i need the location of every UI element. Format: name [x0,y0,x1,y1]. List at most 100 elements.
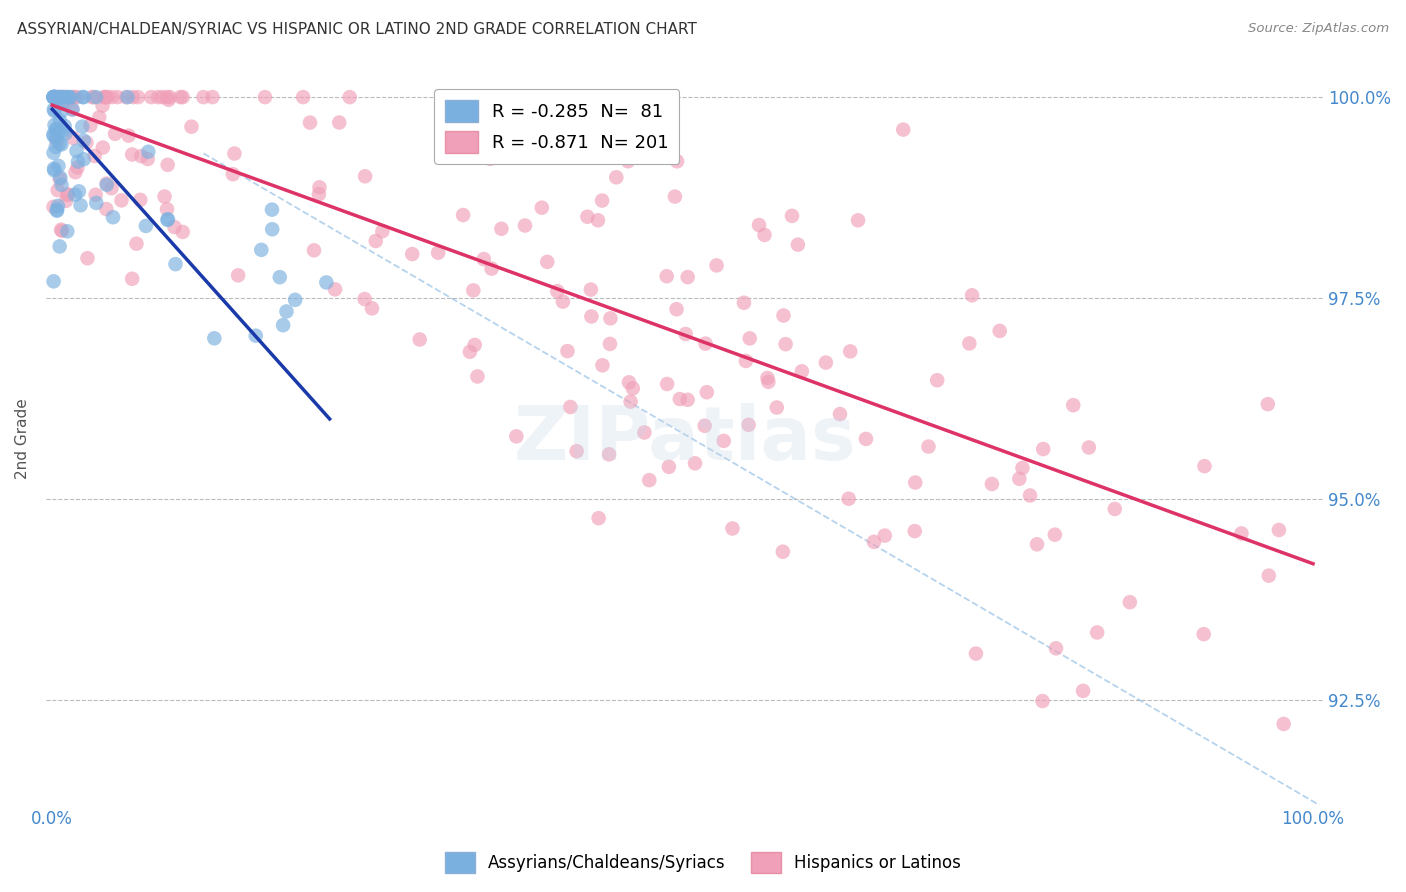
Point [655,269,678,284]
Point [546,284,568,298]
Point [756,371,779,385]
Point [96,178,118,192]
Point [42,145,65,160]
Point [72,120,94,134]
Point [713,434,735,448]
Point [129,149,152,163]
Point [1045,641,1067,656]
Point [45,90,67,104]
Point [1230,526,1253,541]
Point [245,328,267,343]
Point [48,90,70,104]
Text: ZIPatlas: ZIPatlas [513,402,856,475]
Point [458,344,481,359]
Point [55,194,77,208]
Point [828,407,851,421]
Point [576,210,599,224]
Point [551,294,574,309]
Point [42,200,65,214]
Point [72,90,94,104]
Point [141,90,163,104]
Point [56,187,79,202]
Point [696,385,718,400]
Point [51,104,73,119]
Point [863,534,886,549]
Point [224,146,246,161]
Point [91,98,114,112]
Point [121,272,143,286]
Point [620,394,643,409]
Point [786,237,808,252]
Point [354,169,377,184]
Point [772,309,794,323]
Point [48,172,70,186]
Point [56,224,79,238]
Legend: Assyrians/Chaldeans/Syriacs, Hispanics or Latinos: Assyrians/Chaldeans/Syriacs, Hispanics o… [439,846,967,880]
Point [117,128,139,143]
Point [591,359,613,373]
Point [42,274,65,288]
Point [193,90,215,104]
Point [89,111,111,125]
Point [253,90,276,104]
Point [666,154,689,169]
Point [96,90,118,104]
Point [44,90,66,104]
Point [361,301,384,316]
Point [1194,459,1216,474]
Point [472,252,495,266]
Point [960,288,983,302]
Point [156,212,179,227]
Point [1032,694,1054,708]
Point [904,475,927,490]
Text: ASSYRIAN/CHALDEAN/SYRIAC VS HISPANIC OR LATINO 2ND GRADE CORRELATION CHART: ASSYRIAN/CHALDEAN/SYRIAC VS HISPANIC OR … [17,22,697,37]
Point [135,219,157,233]
Point [260,202,283,217]
Point [1071,683,1094,698]
Point [51,90,73,104]
Point [658,459,681,474]
Point [353,292,375,306]
Point [655,376,678,391]
Point [125,236,148,251]
Point [555,117,578,131]
Point [748,218,770,232]
Point [530,201,553,215]
Point [1019,488,1042,502]
Point [560,400,582,414]
Point [42,90,65,104]
Point [55,126,77,140]
Point [48,136,70,151]
Point [371,224,394,238]
Point [42,90,65,104]
Point [676,392,699,407]
Point [42,128,65,143]
Point [683,456,706,470]
Point [638,473,661,487]
Point [44,90,66,104]
Point [63,187,86,202]
Point [76,136,98,150]
Point [579,283,602,297]
Point [93,90,115,104]
Point [780,209,803,223]
Point [1257,568,1279,582]
Point [63,90,86,104]
Point [927,373,949,387]
Point [839,344,862,359]
Point [136,152,159,166]
Legend: R = -0.285  N=  81, R = -0.871  N= 201: R = -0.285 N= 81, R = -0.871 N= 201 [434,89,679,164]
Point [44,90,66,104]
Point [499,90,522,104]
Point [1008,472,1031,486]
Point [136,145,159,159]
Point [52,123,75,137]
Point [772,544,794,558]
Point [790,364,813,378]
Point [115,90,138,104]
Point [48,90,70,104]
Point [1272,717,1295,731]
Point [45,122,67,136]
Point [96,202,118,216]
Point [46,127,69,141]
